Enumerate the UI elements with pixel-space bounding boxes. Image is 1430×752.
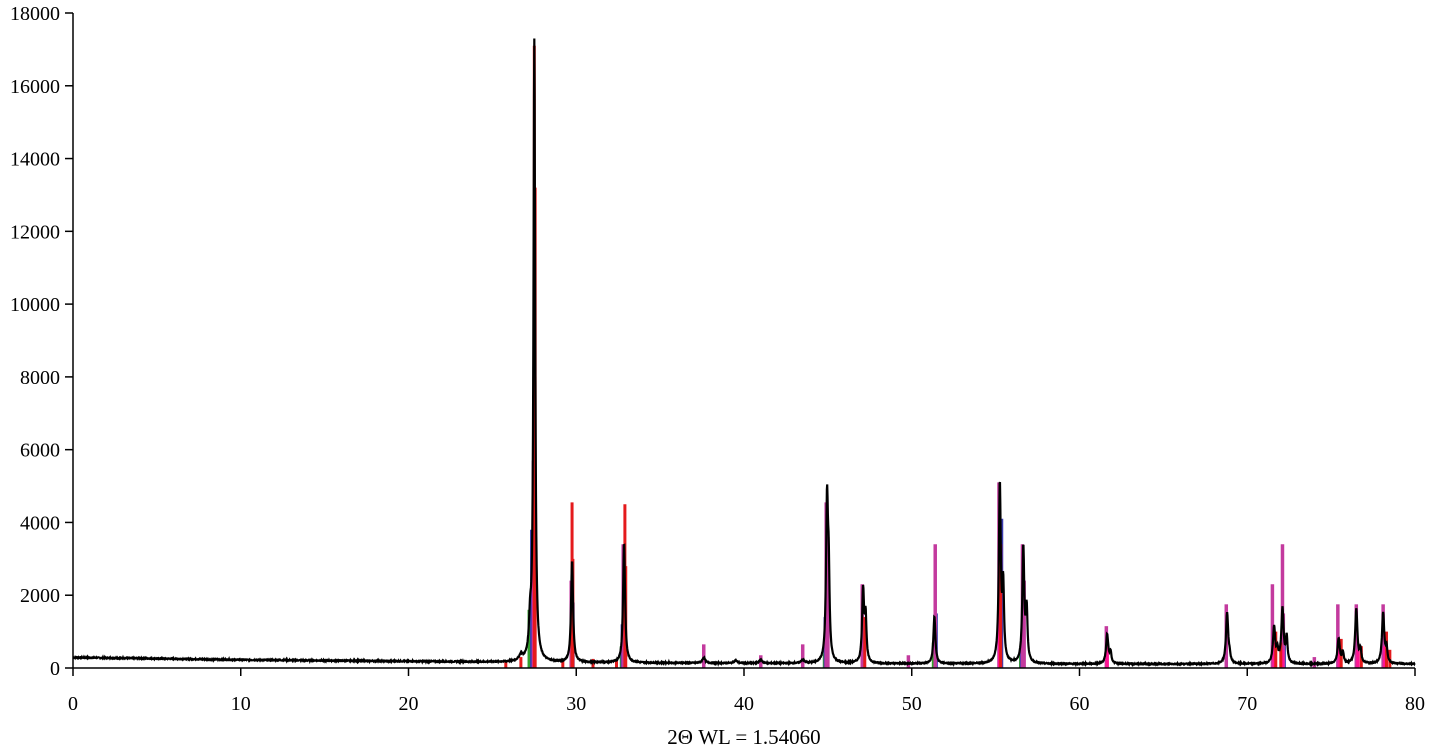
x-tick-label: 0: [68, 693, 78, 715]
x-ticks: 0 10 20 30 40 50 60 70 80: [68, 668, 1425, 715]
y-tick-label: 16000: [10, 76, 60, 98]
x-axis-title: 2Θ WL = 1.54060: [667, 725, 820, 749]
axes: [72, 13, 1415, 669]
x-tick-label: 70: [1237, 693, 1257, 715]
x-tick-label: 50: [902, 693, 922, 715]
x-tick-label: 60: [1070, 693, 1090, 715]
y-tick-label: 6000: [20, 440, 60, 462]
x-tick-label: 20: [399, 693, 419, 715]
measured-pattern-line: [72, 38, 1416, 668]
y-ticks: 0 2000 4000 6000 8000 10000 12000 14000 16000 180…: [10, 3, 73, 680]
y-tick-label: 18000: [10, 3, 60, 25]
y-tick-label: 14000: [10, 149, 60, 171]
x-tick-label: 30: [566, 693, 586, 715]
y-tick-label: 4000: [20, 512, 60, 534]
y-tick-label: 12000: [10, 221, 60, 243]
y-tick-label: 2000: [20, 585, 60, 607]
y-tick-label: 8000: [20, 367, 60, 389]
y-tick-label: 0: [50, 658, 60, 680]
x-tick-label: 80: [1405, 693, 1425, 715]
x-tick-label: 10: [231, 693, 251, 715]
x-tick-label: 40: [734, 693, 754, 715]
reference-sticks: [504, 45, 1392, 668]
y-tick-label: 10000: [10, 294, 60, 316]
